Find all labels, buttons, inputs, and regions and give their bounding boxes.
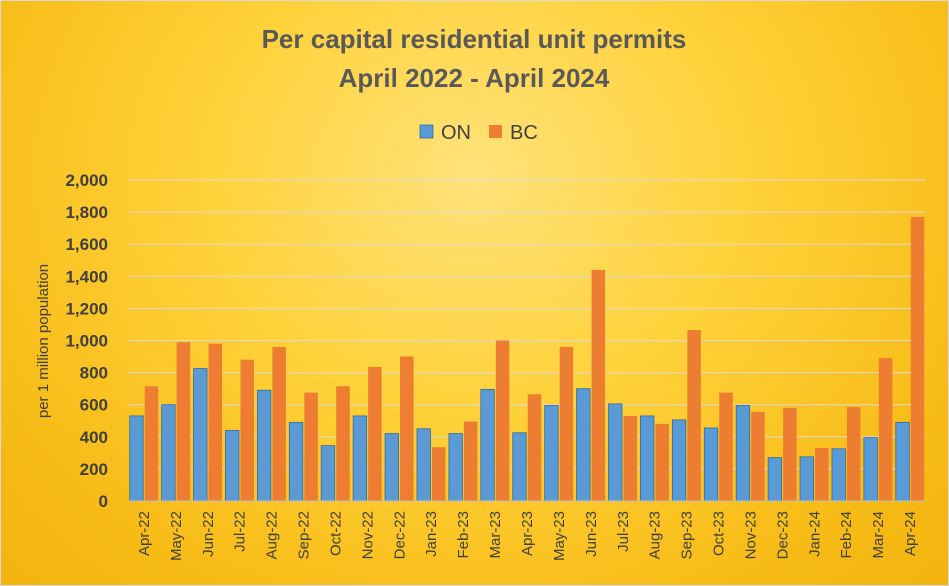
y-tick-label: 1,200	[65, 299, 108, 318]
y-tick-label: 1,400	[65, 267, 108, 286]
x-tick-label: Apr-23	[519, 511, 536, 556]
chart-title-line1: Per capital residential unit permits	[262, 24, 687, 54]
legend-label-on: ON	[441, 122, 471, 144]
y-tick-label: 0	[99, 492, 108, 511]
x-tick-label: Jan-24	[806, 511, 823, 557]
bar-bc-dec-23	[783, 407, 797, 501]
bar-on-dec-22	[384, 433, 399, 502]
bar-on-oct-22	[320, 445, 336, 502]
legend: ON BC	[419, 122, 538, 144]
bar-bc-apr-23	[527, 394, 542, 501]
bar-bc-aug-22	[272, 346, 286, 501]
bar-on-dec-23	[767, 457, 783, 502]
y-tick-label: 400	[80, 428, 108, 447]
bar-on-nov-23	[735, 405, 751, 502]
y-tick-label: 200	[80, 460, 108, 479]
bar-on-feb-24	[831, 448, 846, 502]
bar-on-sep-23	[671, 419, 687, 502]
bar-bc-may-23	[559, 346, 574, 501]
bar-bc-dec-22	[400, 356, 414, 501]
x-tick-label: Apr-22	[136, 511, 153, 556]
bar-bc-feb-24	[846, 407, 861, 501]
x-tick-label: Jan-23	[423, 511, 440, 557]
y-tick-label: 800	[80, 364, 108, 383]
bar-on-jun-23	[576, 388, 591, 502]
x-tick-label: Oct-22	[327, 511, 344, 556]
bar-bc-jan-23	[431, 447, 446, 501]
bar-bc-feb-23	[463, 421, 478, 501]
x-tick-label: Jun-23	[583, 511, 600, 557]
x-tick-label: Oct-23	[711, 511, 728, 556]
bars	[129, 216, 925, 502]
bar-bc-mar-24	[878, 358, 893, 501]
x-tick-label: Mar-23	[487, 511, 504, 559]
bar-bc-jun-22	[208, 343, 223, 501]
bar-on-jan-23	[416, 428, 431, 502]
bar-bc-apr-22	[144, 386, 159, 501]
x-tick-label: Nov-23	[742, 511, 759, 559]
y-axis-ticks: 0 200 400 600 800 1,000 1,200 1,400 1,600 1,800 2,…	[65, 171, 108, 511]
x-tick-label: Sep-22	[296, 511, 313, 559]
x-tick-label: Jul-23	[615, 511, 632, 552]
bar-on-apr-22	[129, 415, 144, 502]
bar-bc-mar-23	[495, 340, 510, 501]
bar-bc-jan-24	[815, 448, 829, 501]
x-tick-label: Aug-23	[647, 511, 664, 559]
bar-on-may-22	[161, 404, 176, 502]
legend-label-bc: BC	[510, 122, 538, 144]
bar-on-aug-22	[256, 389, 272, 502]
bar-on-mar-23	[480, 389, 495, 502]
y-axis-label: per 1 million population	[35, 264, 52, 418]
bar-bc-oct-22	[336, 386, 350, 501]
bar-bc-jun-23	[591, 269, 606, 501]
bar-bc-may-22	[176, 342, 191, 501]
y-tick-label: 1,800	[65, 203, 108, 222]
bar-on-aug-23	[640, 415, 655, 502]
bar-bc-oct-23	[719, 392, 733, 501]
bar-on-feb-23	[448, 433, 463, 502]
bar-on-jan-24	[799, 456, 814, 502]
bar-on-sep-22	[288, 421, 304, 502]
bar-bc-nov-23	[751, 411, 765, 501]
bar-on-jul-23	[608, 403, 623, 502]
y-tick-label: 600	[80, 396, 108, 415]
x-tick-label: Nov-22	[359, 511, 376, 559]
x-tick-label: Jun-22	[200, 511, 217, 557]
bar-bc-sep-23	[687, 330, 701, 501]
bar-on-jul-22	[225, 429, 240, 502]
x-tick-label: Apr-24	[902, 511, 919, 556]
chart-title-line2: April 2022 - April 2024	[339, 63, 610, 93]
x-tick-label: Feb-23	[455, 511, 472, 559]
bar-on-may-23	[544, 405, 559, 502]
bar-on-nov-22	[352, 415, 368, 502]
bar-bc-sep-22	[304, 392, 318, 501]
bar-on-mar-24	[863, 437, 878, 502]
x-tick-label: Dec-23	[774, 511, 791, 559]
x-axis-ticks: Apr-22 May-22 Jun-22 Jul-22 Aug-22 Sep-22 Oct-…	[136, 511, 919, 561]
y-tick-label: 1,000	[65, 332, 108, 351]
x-tick-label: Feb-24	[838, 511, 855, 559]
x-tick-label: Mar-24	[870, 511, 887, 559]
legend-swatch-bc	[489, 125, 502, 138]
bar-bc-nov-22	[368, 366, 382, 501]
bar-bc-jul-23	[623, 415, 638, 501]
bar-on-apr-23	[512, 432, 527, 502]
bar-on-oct-23	[703, 427, 719, 502]
x-tick-label: Sep-23	[679, 511, 696, 559]
x-tick-label: Jul-22	[232, 511, 249, 552]
bar-bc-apr-24	[910, 216, 925, 502]
x-tick-label: Dec-22	[391, 511, 408, 559]
x-tick-label: Aug-22	[264, 511, 281, 559]
bar-bc-aug-23	[655, 423, 669, 501]
y-tick-label: 1,600	[65, 235, 108, 254]
y-tick-label: 2,000	[65, 171, 108, 190]
x-tick-label: May-23	[551, 511, 568, 561]
bar-on-apr-24	[895, 421, 910, 502]
bar-bc-jul-22	[240, 359, 254, 501]
legend-swatch-on	[419, 124, 434, 139]
bar-on-jun-22	[193, 368, 208, 502]
x-tick-label: May-22	[168, 511, 185, 561]
